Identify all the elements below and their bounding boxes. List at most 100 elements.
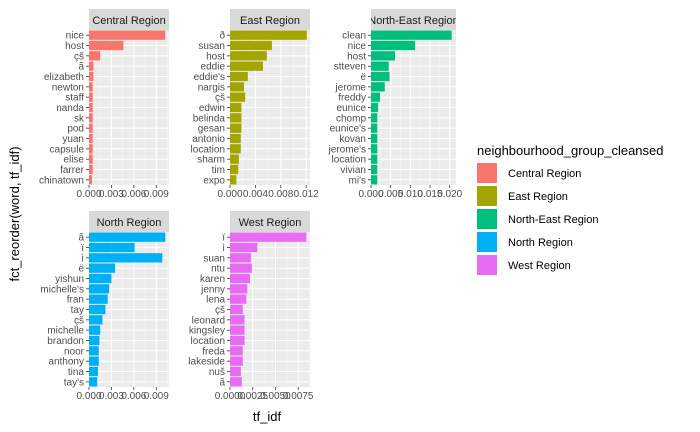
y-tick-label: nargis <box>198 82 225 93</box>
bar <box>230 346 243 356</box>
bar <box>230 92 246 102</box>
x-tick-label: 0.0075 <box>283 391 314 402</box>
bar <box>371 51 396 61</box>
y-tick-label: nice <box>348 41 367 52</box>
y-tick-label: farrer <box>60 165 85 176</box>
bar <box>89 304 106 315</box>
bar <box>230 335 245 346</box>
x-tick-label: 0.009 <box>144 391 169 402</box>
y-tick-label: gesan <box>198 124 225 135</box>
bar <box>89 356 99 366</box>
facet-title: Central Region <box>92 15 165 27</box>
bar <box>230 133 241 144</box>
y-tick-label: michelle's <box>40 284 84 295</box>
bar <box>371 123 378 133</box>
bar <box>230 284 248 294</box>
bar <box>230 242 258 253</box>
bar <box>89 61 94 71</box>
facet-panels: Central Regionnicehostçšãelizabethnewton… <box>39 9 463 402</box>
legend-label: West Region <box>508 260 571 272</box>
facet-strip <box>371 9 456 30</box>
y-tick-label: eddie <box>201 62 226 73</box>
bar <box>371 113 378 123</box>
bar <box>371 144 378 154</box>
y-tick-label: çš <box>215 305 225 316</box>
y-tick-label: ï <box>81 243 84 254</box>
facet-panel: North Region ãïìëyishunmichelle'sfrantayç… <box>40 211 169 402</box>
y-tick-label: karen <box>200 274 225 285</box>
bar <box>89 82 93 92</box>
bar <box>371 61 389 71</box>
y-tick-label: tina <box>68 367 85 378</box>
y-tick-label: tay's <box>64 377 84 388</box>
y-tick-label: michelle <box>47 326 84 337</box>
y-tick-label: ã <box>78 62 84 73</box>
x-tick-label: 0.012 <box>294 189 319 200</box>
bar <box>230 377 242 387</box>
bar <box>371 154 378 164</box>
bar <box>89 325 101 335</box>
bar <box>89 175 92 185</box>
bar <box>371 175 378 185</box>
bar <box>230 144 241 154</box>
bar <box>230 175 237 185</box>
x-tick-label: 0.0025 <box>237 391 268 402</box>
y-tick-label: chomp <box>336 113 366 124</box>
y-tick-label: pod <box>67 124 84 135</box>
facet-panel: East Region ðsusanhosteddieeddie'snargisç… <box>191 9 319 200</box>
facet-title: North-East Region <box>368 15 459 27</box>
legend-label: East Region <box>508 191 568 203</box>
y-tick-label: ï <box>222 233 225 244</box>
bar <box>89 71 94 82</box>
facet-panel: North-East Regioncleannicehoststtevenëje… <box>328 9 463 200</box>
bar <box>89 30 166 40</box>
legend-label: Central Region <box>508 168 581 180</box>
legend-key <box>477 255 497 275</box>
y-tick-label: sk <box>74 113 85 124</box>
facet-panel: West Region ïìsuanntukarenjennylenaçšleon… <box>188 211 314 402</box>
bar <box>230 51 267 61</box>
y-tick-label: capsule <box>50 144 85 155</box>
legend-key <box>477 232 497 252</box>
x-tick-label: 0.008 <box>268 189 293 200</box>
bar <box>230 294 247 304</box>
y-tick-label: çš <box>74 51 84 62</box>
bar <box>230 304 243 315</box>
bar <box>89 273 112 284</box>
bar <box>89 366 98 377</box>
bar <box>89 294 108 304</box>
bar <box>89 51 101 61</box>
bar <box>89 144 93 154</box>
legend-label: North Region <box>508 237 573 249</box>
facet-title: West Region <box>239 217 302 229</box>
y-tick-label: freddy <box>338 93 366 104</box>
bar <box>371 102 379 113</box>
x-tick-label: 0.000 <box>358 189 383 200</box>
y-tick-label: elise <box>63 155 84 166</box>
y-axis-title: fct_reorder(word, tf_idf) <box>7 146 22 281</box>
facet-title: North Region <box>97 217 162 229</box>
x-tick-label: 0.000 <box>76 189 101 200</box>
y-tick-label: tay <box>71 305 84 316</box>
y-tick-label: lakeside <box>188 357 225 368</box>
y-tick-label: ì <box>81 253 84 264</box>
facet-strip <box>230 211 310 232</box>
bar <box>230 315 245 325</box>
bar <box>230 40 272 51</box>
bar <box>230 154 239 164</box>
y-tick-label: eddie's <box>194 72 225 83</box>
y-tick-label: antonio <box>192 134 225 145</box>
y-tick-label: belinda <box>193 113 226 124</box>
y-tick-label: elizabeth <box>44 72 84 83</box>
bar <box>89 154 93 164</box>
y-tick-label: chinatown <box>39 175 84 186</box>
facet-panel: Central Region nicehostçšãelizabethnewton… <box>39 9 169 200</box>
bar <box>371 164 378 175</box>
y-tick-label: location <box>191 144 225 155</box>
bar <box>230 82 244 92</box>
bar <box>89 263 116 273</box>
bar <box>89 123 93 133</box>
bar <box>89 164 93 175</box>
y-tick-label: vivian <box>340 165 366 176</box>
y-tick-label: çš <box>215 93 225 104</box>
